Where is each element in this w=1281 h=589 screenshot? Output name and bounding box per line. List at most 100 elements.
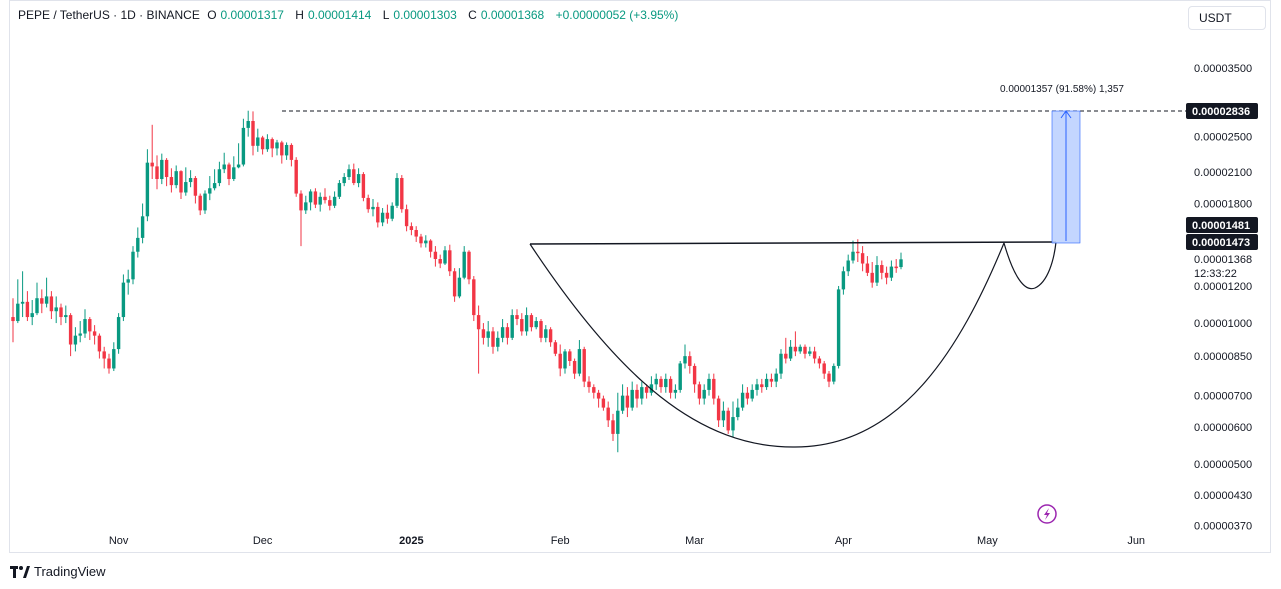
candle-body [160, 159, 164, 180]
price-tick-label: 0.00002100 [1194, 167, 1252, 179]
candle-body [145, 162, 150, 217]
candle-body [208, 188, 212, 194]
candle-body [169, 177, 174, 186]
candle-body [409, 226, 414, 231]
candle-body [68, 315, 73, 345]
candle-body [299, 193, 303, 211]
candle-body [649, 384, 654, 393]
candle-body [337, 183, 342, 197]
low-label: L [382, 8, 390, 22]
open-label: O [207, 8, 217, 22]
candle-body [668, 378, 673, 393]
candle-body [136, 237, 140, 252]
candle-body [236, 164, 241, 168]
candle-body [438, 259, 442, 264]
candle-body [798, 346, 802, 352]
candle-body [712, 378, 716, 399]
candle-body [788, 346, 793, 359]
candle-body [222, 164, 226, 170]
candle-body [803, 346, 807, 354]
candle-body [88, 319, 92, 332]
candle-body [616, 410, 620, 434]
candle-body [846, 260, 850, 272]
candle-body [784, 353, 788, 359]
currency-button[interactable]: USDT [1188, 6, 1266, 30]
candle-body [35, 298, 39, 314]
candle-body [203, 193, 207, 211]
chart-frame [9, 0, 1271, 553]
candle-body [736, 407, 740, 418]
candle-body [683, 356, 687, 364]
candle-body [851, 251, 855, 261]
close-label: C [468, 8, 477, 22]
candle-body [419, 236, 423, 244]
candle-body [20, 301, 25, 304]
candle-body [424, 240, 428, 244]
candle-body [716, 398, 721, 421]
candle-body [251, 120, 255, 146]
candle-body [817, 358, 822, 364]
candle-body [726, 410, 730, 431]
candle-body [390, 205, 394, 219]
candle-body [860, 253, 865, 264]
candle-body [83, 319, 87, 334]
candle-body [150, 162, 154, 167]
candle-body [894, 266, 898, 269]
candle-body [856, 251, 860, 254]
candle-body [812, 351, 817, 359]
price-axis: 0.00003500 0.00002500 0.00002100 0.00001800… [1194, 63, 1252, 532]
price-tick-label: 0.00000600 [1194, 422, 1252, 434]
candle-body [443, 250, 447, 264]
candle-body [774, 373, 778, 382]
candle-body [472, 279, 476, 316]
candle-body [400, 178, 404, 210]
candle-body [587, 381, 591, 388]
candle-body [553, 342, 558, 354]
candles-layer [11, 110, 903, 453]
candle-body [625, 395, 630, 408]
candle-body [899, 259, 903, 268]
price-tick-label: 0.00001000 [1194, 318, 1252, 330]
candle-body [54, 307, 58, 312]
candle-body [121, 282, 126, 318]
target-price-tag-text: 0.00002836 [1192, 106, 1250, 118]
candle-body [193, 178, 198, 196]
candle-body [822, 363, 826, 374]
change-value: +0.00000052 (+3.95%) [555, 8, 679, 22]
candle-body [356, 174, 361, 184]
candle-body [332, 196, 337, 206]
candle-body [318, 196, 322, 205]
candle-body [126, 279, 130, 283]
candle-body [188, 178, 193, 183]
high-label: H [295, 8, 304, 22]
candle-body [371, 206, 375, 210]
candle-body [164, 159, 169, 178]
candle-body [539, 321, 543, 338]
symbol-title[interactable]: PEPE / TetherUS · 1D · BINANCE [18, 8, 200, 22]
candle-body [702, 389, 706, 399]
candle-body [582, 349, 586, 382]
candle-body [832, 365, 836, 382]
high-price-tag [1186, 217, 1258, 233]
price-tick-label: 0.00001800 [1194, 198, 1252, 210]
candle-body [568, 351, 572, 361]
neckline-price-tag [1186, 234, 1258, 250]
candle-body [635, 389, 639, 399]
tradingview-logo-text: TradingView [34, 564, 106, 579]
tradingview-logo[interactable]: TradingView [10, 564, 106, 579]
candle-body [395, 178, 399, 206]
price-tick-label: 0.00002500 [1194, 132, 1252, 144]
candle-body [304, 202, 308, 211]
candle-body [275, 142, 279, 149]
candle-body [385, 212, 390, 219]
candle-body [572, 360, 577, 374]
price-tags-layer: 0.00002836 0.00001481 0.00001473 0.00001… [1186, 103, 1258, 280]
candle-body [707, 378, 711, 390]
candle-body [688, 356, 692, 366]
candle-body [596, 392, 601, 399]
candle-body [769, 378, 774, 382]
flash-icon[interactable] [1037, 504, 1057, 524]
time-tick-label: Jun [1127, 535, 1145, 547]
candle-body [884, 272, 889, 278]
